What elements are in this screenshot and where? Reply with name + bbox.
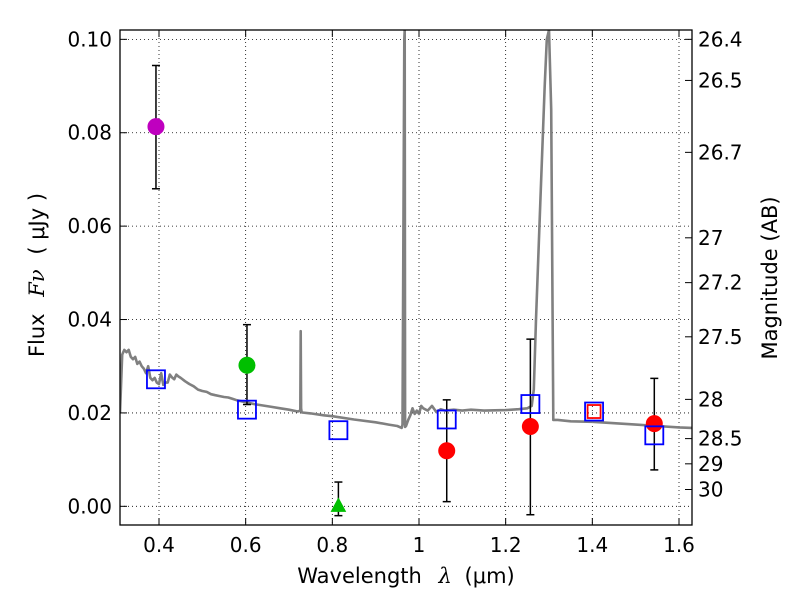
grid-lines [120,30,692,525]
x-tick-label: 1.6 [663,533,695,557]
spectrum-layer [120,30,692,430]
mag-tick-label: 28.5 [698,427,743,451]
model-point-square [520,394,541,414]
x-tick-label: 0.4 [143,533,175,557]
mag-tick-label: 26.4 [698,27,743,51]
marker-layer [146,118,665,512]
x-axis-label-unit: (μm) [465,564,515,588]
mag-tick-label: 30 [698,478,723,502]
y-axis-label: Flux Fν ( μJy ) [25,193,49,357]
y-tick-label: 0.04 [67,308,112,332]
data-point-circle [438,442,456,460]
axis-ticks: 0.4 0.6 0.8 1 1.2 1.4 1.6 0.00 0.02 0.04 0.06 0.08 0… [67,27,742,557]
data-point-circle [147,118,165,136]
right-axis-label: Magnitude (AB) [758,196,782,359]
model-point-square [644,425,665,446]
x-axis-label: Wavelength λ (μm) [297,564,514,588]
mag-tick-label: 29 [698,452,723,476]
data-point-circle [645,415,663,433]
y-tick-label: 0.08 [67,121,112,145]
y-axis-label-symbol: Fν [25,269,49,298]
error-bar-layer [151,64,659,517]
plot-frame [119,29,693,526]
x-tick-label: 0.6 [230,533,262,557]
x-tick-label: 1 [413,533,426,557]
model-point-square [237,399,257,420]
y-tick-label: 0.02 [67,401,112,425]
mag-tick-label: 27.5 [698,325,743,349]
mag-tick-label: 27 [698,226,723,250]
model-point-square [436,409,457,430]
data-point-circle [238,356,256,374]
model-point-square [586,404,602,419]
model-point-square [328,420,349,441]
y-axis-label-unit: ( μJy ) [25,193,49,255]
x-axis-label-symbol: λ [438,564,452,588]
x-tick-label: 0.8 [316,533,348,557]
upper-limit-triangle [330,497,347,512]
y-tick-label: 0.10 [67,27,112,51]
mag-tick-label: 26.5 [698,68,743,92]
model-spectrum-line [120,30,692,430]
x-tick-label: 1.2 [490,533,522,557]
data-point-circle [521,417,539,435]
mag-tick-label: 26.7 [698,140,743,164]
x-tick-label: 1.4 [576,533,608,557]
mag-tick-label: 27.2 [698,271,743,295]
y-tick-label: 0.00 [67,494,112,518]
model-point-square [146,369,166,390]
model-point-square [584,401,604,422]
y-tick-label: 0.06 [67,214,112,238]
mag-tick-label: 28 [698,387,723,411]
x-axis-label-text: Wavelength [297,564,422,588]
y-axis-label-text: Flux [25,313,49,357]
